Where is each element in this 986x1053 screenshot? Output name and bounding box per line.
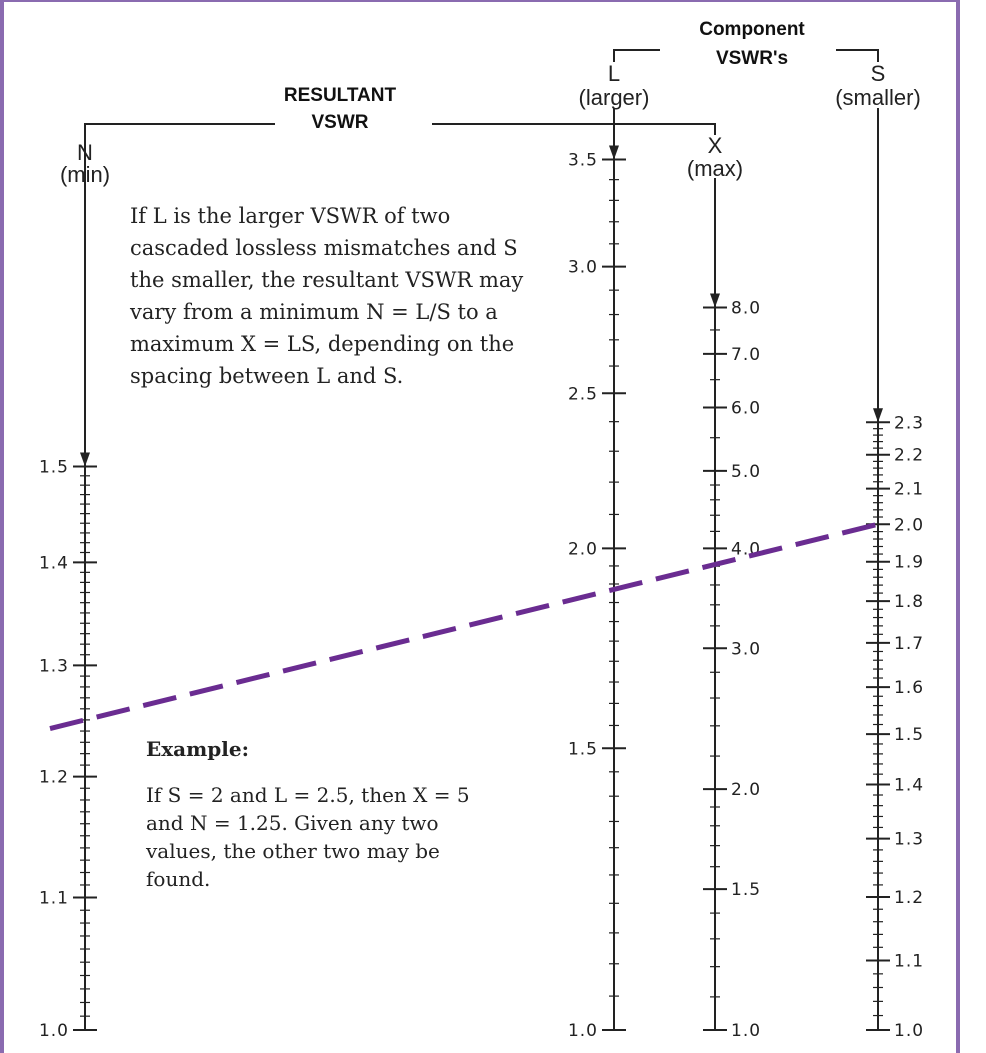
example-text: If S = 2 and L = 2.5, then X = 5 and N =… — [146, 781, 506, 893]
l-subtitle: (larger) — [579, 85, 650, 110]
tick-label: 1.1 — [39, 889, 69, 909]
axis-arrow-icon — [80, 453, 90, 467]
tick-label: 5.0 — [731, 462, 761, 482]
l-letter: L — [608, 61, 620, 86]
axis-arrow-icon — [710, 294, 720, 308]
description-box: If L is the larger VSWR of two cascaded … — [130, 200, 530, 435]
tick-label: 7.0 — [731, 345, 761, 365]
axis-s-smaller: 2.3 2.2 2.1 2.0 1.9 1.8 1.7 1.6 1.5 1.4 1.3 1.2 1.1 1… — [866, 108, 924, 1041]
tick-label: 2.2 — [894, 446, 924, 466]
axis-arrow-icon — [609, 145, 619, 159]
tick-label: 1.2 — [39, 768, 69, 788]
tick-label: 6.0 — [731, 398, 761, 418]
axis-x-max: 8.07.06.05.04.03.02.01.51.0 — [703, 178, 761, 1041]
example-title: Example: — [146, 737, 530, 761]
x-letter: X — [708, 133, 723, 158]
tick-label: 1.1 — [894, 951, 924, 971]
tick-label: 1.0 — [39, 1021, 69, 1041]
resultant-bracket — [85, 124, 715, 135]
example-dashed-line — [50, 524, 878, 728]
component-title-line1: Component — [699, 19, 805, 40]
tick-label: 2.0 — [731, 780, 761, 800]
tick-label: 1.4 — [39, 553, 69, 573]
tick-label: 8.0 — [731, 299, 761, 319]
tick-label: 1.5 — [39, 458, 69, 478]
tick-label: 1.5 — [731, 880, 761, 900]
description-text: If L is the larger VSWR of two cascaded … — [130, 200, 530, 392]
resultant-title-line2: VSWR — [312, 112, 369, 133]
tick-label: 1.3 — [894, 830, 924, 850]
tick-label: 1.0 — [731, 1021, 761, 1041]
tick-label: 3.0 — [568, 258, 598, 278]
tick-label: 1.9 — [894, 553, 924, 573]
tick-label: 2.0 — [894, 515, 924, 535]
tick-label: 1.5 — [894, 725, 924, 745]
tick-label: 3.5 — [568, 150, 598, 170]
s-subtitle: (smaller) — [835, 85, 921, 110]
tick-label: 2.5 — [568, 384, 598, 404]
tick-label: 1.6 — [894, 678, 924, 698]
example-box: Example: If S = 2 and L = 2.5, then X = … — [130, 713, 530, 1033]
tick-label: 1.8 — [894, 592, 924, 612]
tick-label: 1.0 — [894, 1021, 924, 1041]
tick-label: 1.5 — [568, 739, 598, 759]
resultant-title-line1: RESULTANT — [284, 85, 397, 106]
tick-label: 2.3 — [894, 413, 924, 433]
axis-n-min: 1.5 1.4 1.3 1.2 1.1 1.0 — [39, 135, 97, 1041]
axis-l-larger: 3.5 3.0 2.5 2.0 1.5 1.0 — [568, 108, 626, 1041]
tick-label: 1.0 — [568, 1021, 598, 1041]
tick-label: 2.0 — [568, 539, 598, 559]
tick-label: 1.2 — [894, 888, 924, 908]
tick-label: 2.1 — [894, 480, 924, 500]
s-letter: S — [871, 61, 886, 86]
axis-arrow-icon — [873, 408, 883, 422]
x-subtitle: (max) — [687, 156, 743, 181]
component-title-line2: VSWR's — [716, 48, 788, 69]
tick-label: 3.0 — [731, 639, 761, 659]
tick-label: 1.7 — [894, 634, 924, 654]
tick-label: 1.4 — [894, 776, 924, 796]
tick-label: 1.3 — [39, 656, 69, 676]
